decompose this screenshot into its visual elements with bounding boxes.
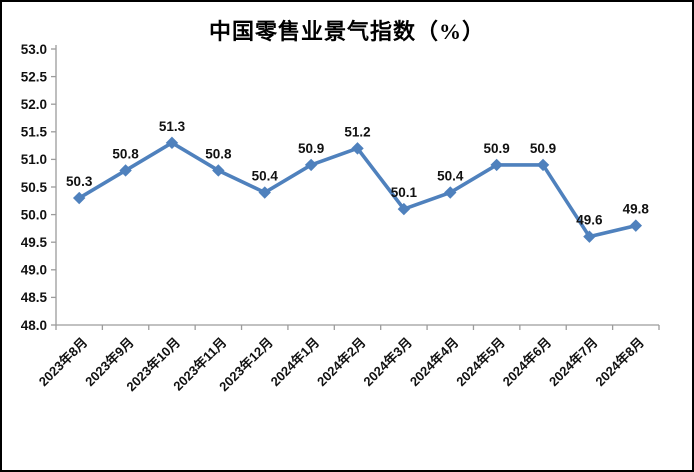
data-point-marker <box>629 219 643 232</box>
y-tick-label: 49.5 <box>21 235 48 250</box>
x-tick-label: 2024年4月 <box>407 335 462 390</box>
y-tick-label: 50.5 <box>21 180 48 195</box>
x-tick-label: 2024年6月 <box>500 335 555 390</box>
y-tick-label: 50.0 <box>21 207 47 222</box>
data-point-marker <box>444 186 457 199</box>
data-point-marker <box>490 158 503 172</box>
y-tick-label: 51.0 <box>21 152 47 167</box>
data-point-label: 50.4 <box>437 169 464 184</box>
data-point-marker <box>72 191 86 205</box>
x-tick-label: 2024年2月 <box>314 335 369 390</box>
y-tick-label: 48.5 <box>21 290 48 305</box>
data-point-marker <box>351 142 364 155</box>
y-tick-label: 51.5 <box>21 125 48 140</box>
data-point-label: 51.3 <box>159 119 186 134</box>
data-point-marker <box>536 158 550 172</box>
data-point-label: 49.8 <box>623 202 650 217</box>
x-tick-label: 2024年5月 <box>453 335 508 390</box>
data-point-marker <box>583 230 596 243</box>
y-tick-label: 53.0 <box>21 42 47 57</box>
x-tick-label: 2023年8月 <box>36 335 91 390</box>
data-point-label: 49.6 <box>576 213 603 228</box>
data-point-label: 50.9 <box>298 141 324 156</box>
x-tick-label: 2024年1月 <box>268 335 323 390</box>
data-point-marker <box>212 164 225 177</box>
data-point-label: 51.2 <box>344 124 370 139</box>
data-point-label: 50.8 <box>205 146 232 161</box>
data-point-label: 50.1 <box>391 185 418 200</box>
data-point-marker <box>258 186 271 199</box>
data-point-marker <box>119 164 132 177</box>
data-point-marker <box>165 136 179 150</box>
data-point-marker <box>397 202 411 216</box>
y-tick-label: 52.0 <box>21 97 47 112</box>
data-point-label: 50.4 <box>252 169 279 184</box>
y-tick-label: 52.5 <box>21 69 48 84</box>
y-tick-label: 48.0 <box>21 318 47 333</box>
data-line <box>77 141 638 239</box>
data-point-label: 50.3 <box>66 174 93 189</box>
data-point-label: 50.8 <box>112 146 139 161</box>
x-tick-label: 2024年8月 <box>592 335 647 390</box>
chart-title: 中国零售业景气指数（%） <box>208 19 485 44</box>
data-point-label: 50.9 <box>484 141 510 156</box>
data-point-label: 50.9 <box>530 141 556 156</box>
data-point-marker <box>304 158 318 172</box>
x-tick-label: 2024年3月 <box>360 335 415 390</box>
x-tick-label: 2024年7月 <box>546 335 601 390</box>
y-tick-label: 49.0 <box>21 263 47 278</box>
